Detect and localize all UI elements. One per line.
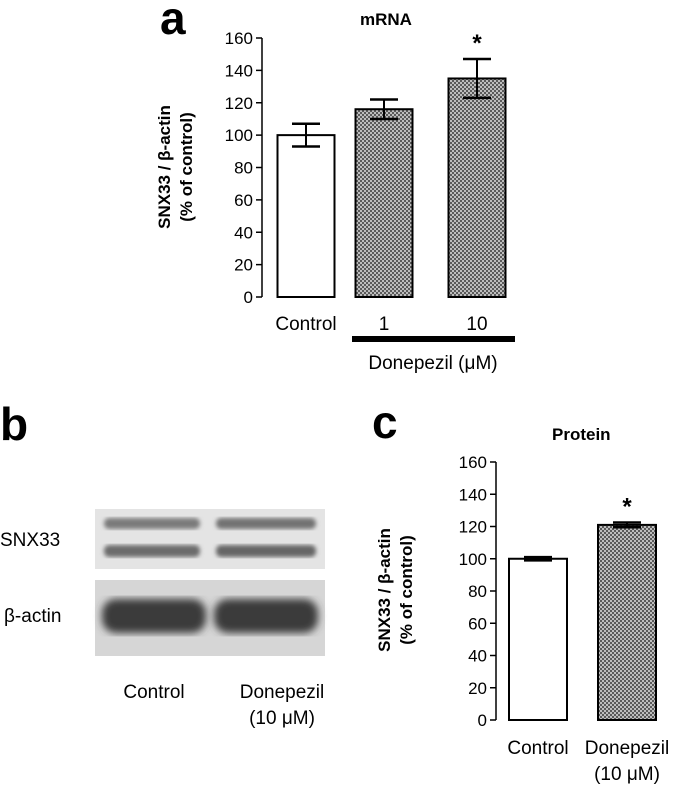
blot-lane-sublabel-donepezil: (10 μM) (249, 708, 315, 729)
chart-c-ylabel-line1: SNX33 / β-actin (375, 528, 394, 652)
chart-c-ytick-label: 20 (468, 679, 487, 698)
panel-a-letter: a (160, 0, 186, 44)
chart-a-category-label: 10 (466, 314, 487, 335)
chart-a-bar (447, 77, 507, 298)
chart-a-ytick-label: 0 (244, 288, 253, 307)
chart-a: 0 20 40 60 80 100 120 140 160 Control 1 * 10 (225, 29, 507, 335)
panel-b-letter: b (0, 398, 28, 450)
chart-a-category-label: Control (275, 314, 336, 335)
chart-c-ytick-label: 120 (459, 518, 487, 537)
chart-c-ylabel: SNX33 / β-actin (% of control) (375, 528, 416, 652)
chart-a-ytick-label: 20 (234, 256, 253, 275)
chart-c: 0 20 40 60 80 100 120 140 160 Control * Donepezil (1… (459, 453, 670, 785)
chart-c-category-sublabel: (10 μM) (594, 764, 660, 785)
chart-a-group-label: Donepezil (μM) (368, 353, 497, 374)
chart-c-ytick-label: 40 (468, 647, 487, 666)
chart-c-category-label: Control (507, 738, 568, 759)
chart-a-ytick-label: 100 (225, 126, 253, 145)
blot-band-actin-control (102, 599, 206, 633)
blot-band-actin-donepezil (214, 599, 318, 633)
blot-band-snx33-control-lower (104, 545, 200, 557)
western-blot (95, 509, 325, 656)
panel-c-letter: c (372, 396, 398, 448)
chart-c-title: Protein (552, 425, 611, 444)
blot-lane-label-donepezil: Donepezil (240, 682, 325, 703)
chart-a-ylabel-line2: (% of control) (177, 112, 196, 222)
chart-a-ylabel-line1: SNX33 / β-actin (155, 105, 174, 229)
chart-a-ytick-label: 160 (225, 29, 253, 48)
chart-c-bar (508, 557, 568, 721)
chart-c-ytick-label: 80 (468, 582, 487, 601)
chart-c-category-label: Donepezil (585, 738, 670, 759)
chart-a-ytick-label: 60 (234, 191, 253, 210)
chart-a-ytick-label: 80 (234, 159, 253, 178)
chart-c-ytick-label: 140 (459, 485, 487, 504)
blot-band-snx33-control-upper (104, 518, 200, 529)
chart-c-significance-mark: * (622, 493, 632, 520)
chart-c-ytick-label: 60 (468, 614, 487, 633)
chart-c-ylabel-line2: (% of control) (397, 535, 416, 645)
blot-lane-label-control: Control (123, 682, 184, 703)
chart-a-ytick-label: 120 (225, 94, 253, 113)
chart-a-title: mRNA (360, 10, 412, 29)
blot-band-snx33-donepezil-lower (216, 545, 316, 557)
chart-c-ytick-label: 160 (459, 453, 487, 472)
chart-a-ytick-label: 40 (234, 223, 253, 242)
blot-band-snx33-donepezil-upper (216, 518, 316, 529)
blot-row-label-actin: β-actin (4, 606, 61, 627)
chart-a-bar (354, 108, 414, 298)
chart-c-bar (597, 523, 657, 722)
blot-row-label-snx33: SNX33 (0, 530, 60, 551)
chart-c-ytick-label: 0 (478, 711, 487, 730)
chart-c-ytick-label: 100 (459, 550, 487, 569)
chart-a-ytick-label: 140 (225, 61, 253, 80)
chart-a-significance-mark: * (472, 30, 482, 57)
chart-a-bar (276, 134, 336, 298)
chart-a-category-label: 1 (379, 314, 390, 335)
chart-a-ylabel: SNX33 / β-actin (% of control) (155, 105, 196, 229)
